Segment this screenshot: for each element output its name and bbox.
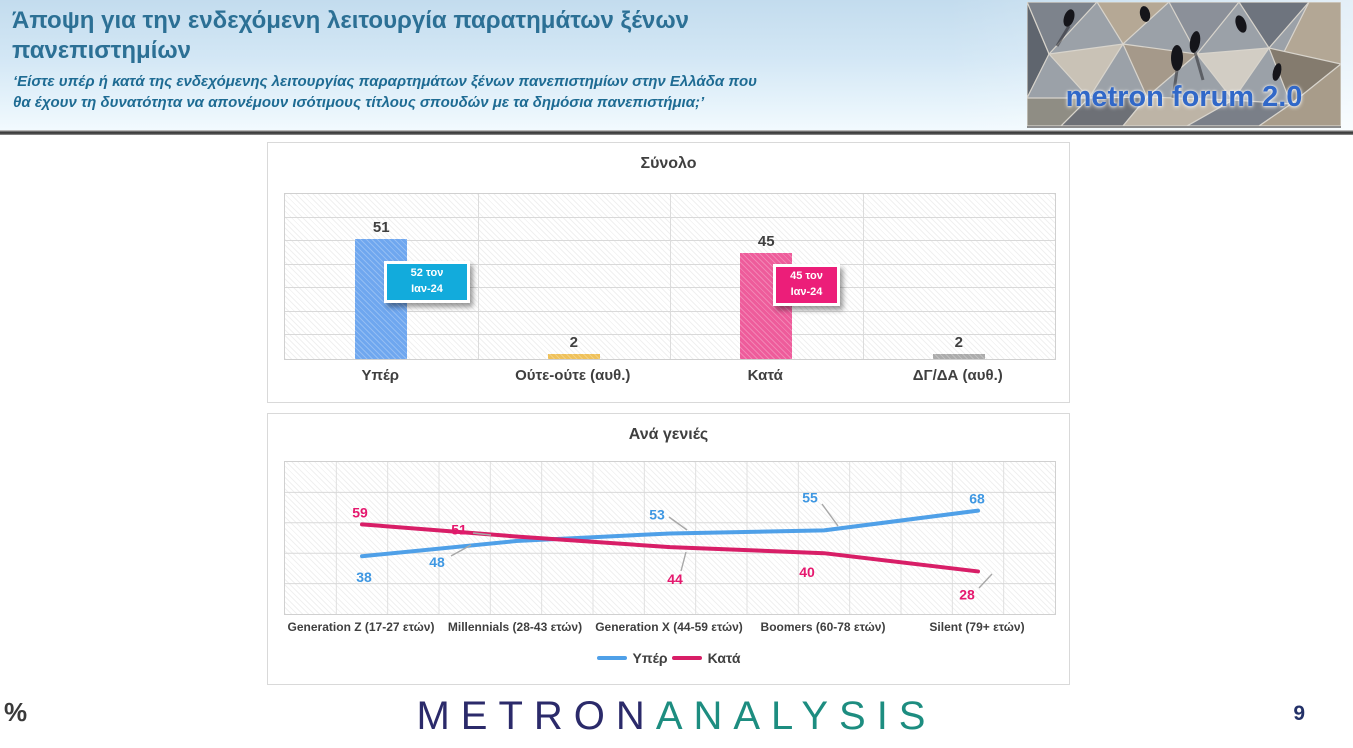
label-leader-line — [821, 503, 839, 527]
bar-column: 2 — [478, 194, 671, 359]
legend-label: Κατά — [707, 650, 741, 666]
category-label: Ούτε-ούτε (αυθ.) — [515, 367, 631, 384]
bar-value-label: 2 — [569, 334, 578, 352]
callout-previous-wave: 52 τον Ιαν-24 — [384, 261, 470, 303]
category-label: Millennials (28-43 ετών) — [447, 620, 583, 634]
data-point-label: 48 — [429, 554, 445, 570]
bar-chart-plot: 51 2 45 2 52 τον Ιαν-24 45 τον Ιαν-24 — [284, 193, 1056, 360]
logo-mosaic-image — [1027, 2, 1341, 126]
metron-analysis-logo: METRONANALYSIS — [0, 694, 1353, 739]
label-leader-line — [472, 532, 492, 536]
bar — [932, 354, 985, 359]
category-label: ΔΓ/ΔΑ (αυθ.) — [912, 367, 1003, 384]
page-subtitle: ‘Είστε υπέρ ή κατά της ενδεχόμενης λειτο… — [13, 71, 757, 113]
bar-value-label: 45 — [757, 232, 775, 250]
page-subtitle-line1: ‘Είστε υπέρ ή κατά της ενδεχόμενης λειτο… — [13, 73, 758, 90]
metron-forum-logo: metron forum 2.0 — [1027, 2, 1341, 128]
series-line-Κατά — [360, 522, 980, 574]
header: Άποψη για την ενδεχόμενη λειτουργία παρα… — [0, 0, 1353, 130]
callout-previous-wave: 45 τον Ιαν-24 — [773, 264, 840, 306]
data-point-label: 59 — [352, 504, 368, 520]
bar-columns: 51 2 45 2 — [285, 194, 1055, 359]
gridline — [670, 194, 671, 359]
category-label: Boomers (60-78 ετών) — [760, 620, 886, 634]
callout-line: 52 τον — [410, 267, 444, 279]
panel-total: Σύνολο 51 2 45 2 52 τον Ιαν-24 45 τον Ιαν-24 Υπ… — [267, 142, 1070, 403]
category-label: Silent (79+ ετών) — [929, 620, 1025, 634]
logo-text: metron forum 2.0 — [1065, 81, 1303, 113]
label-leader-line — [978, 573, 993, 589]
header-divider — [0, 130, 1353, 135]
category-label: Κατά — [747, 367, 783, 384]
data-point-label: 28 — [959, 586, 975, 602]
page-subtitle-line2: θα έχουν τη δυνατότητα να απονέμουν ισότ… — [13, 94, 705, 111]
legend-item: Υπέρ — [596, 650, 668, 666]
line-chart-title: Ανά γενιές — [628, 426, 709, 443]
series-line-Υπέρ — [360, 508, 980, 559]
bar — [740, 252, 793, 359]
category-label: Generation Z (17-27 ετών) — [287, 620, 435, 634]
page-title-line2: πανεπιστημίων — [12, 37, 192, 64]
data-point-label: 53 — [649, 506, 665, 522]
data-point-label: 51 — [451, 521, 467, 537]
page-title: Άποψη για την ενδεχόμενη λειτουργία παρα… — [12, 6, 689, 66]
legend-swatch — [596, 656, 627, 660]
legend-label: Υπέρ — [632, 650, 668, 666]
line-chart-plot: 38 48 53 55 68 59 51 44 40 28 — [284, 461, 1056, 615]
callout-line: Ιαν-24 — [790, 285, 823, 298]
data-point-label: 68 — [969, 491, 985, 507]
data-point-label: 44 — [667, 571, 683, 587]
percent-unit-label: % — [4, 697, 28, 727]
data-point-label: 40 — [799, 564, 815, 580]
label-leader-line — [668, 516, 688, 531]
gridline — [477, 194, 479, 359]
page-number: 9 — [1293, 702, 1305, 725]
line-chart-categories: Generation Z (17-27 ετών) Millennials (28… — [284, 620, 1054, 634]
category-label: Generation X (44-59 ετών) — [595, 620, 743, 634]
callout-line: 45 τον — [790, 270, 823, 282]
line-chart-svg: 38 48 53 55 68 59 51 44 40 28 — [285, 462, 1055, 614]
data-point-label: 38 — [356, 569, 372, 585]
panel-generations: Ανά γενιές 38 48 53 55 68 59 51 44 40 28 Generati… — [267, 413, 1070, 685]
legend-item: Κατά — [671, 650, 741, 666]
bar-column: 45 — [670, 194, 863, 359]
bar-chart-title: Σύνολο — [640, 155, 697, 172]
gridline — [862, 194, 864, 359]
label-leader-line — [680, 551, 687, 572]
label-leader-line — [450, 544, 472, 557]
bar — [547, 354, 600, 359]
page-title-line1: Άποψη για την ενδεχόμενη λειτουργία παρα… — [12, 7, 690, 34]
legend: Υπέρ Κατά — [268, 650, 1069, 666]
logo-metron-text: METRON — [416, 694, 656, 738]
data-point-label: 55 — [802, 489, 818, 505]
bar-value-label: 2 — [954, 334, 963, 352]
bar-chart-categories: Υπέρ Ούτε-ούτε (αυθ.) Κατά ΔΓ/ΔΑ (αυθ.) — [284, 367, 1054, 384]
category-label: Υπέρ — [361, 367, 400, 384]
legend-swatch — [671, 656, 702, 660]
callout-line: Ιαν-24 — [411, 282, 443, 295]
logo-analysis-text: ANALYSIS — [655, 694, 937, 738]
bar-column: 2 — [863, 194, 1056, 359]
bar-value-label: 51 — [372, 218, 390, 236]
